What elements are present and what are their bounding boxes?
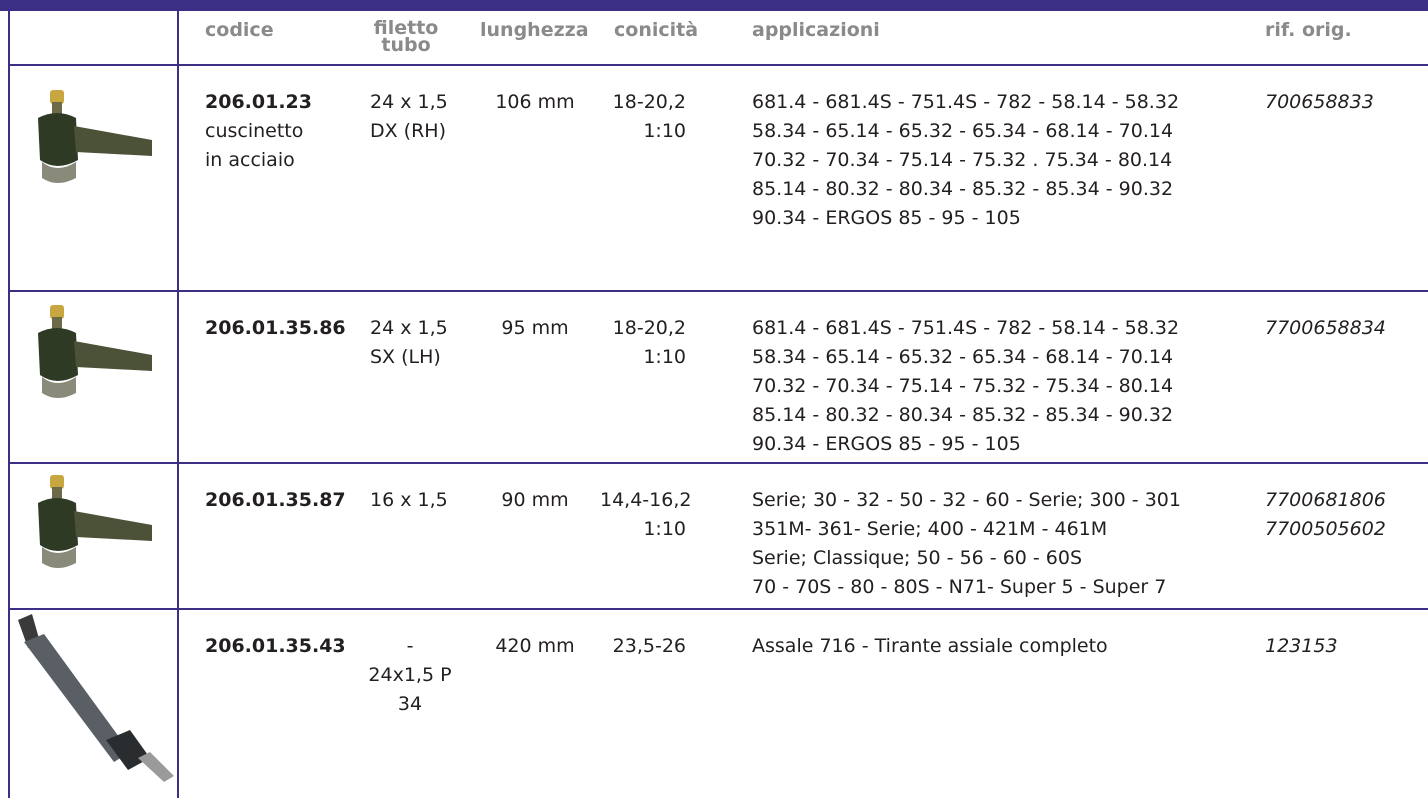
application: 351M- 361- Serie; 400 - 421M - 461M bbox=[752, 518, 1108, 540]
thread: DX (RH) bbox=[370, 120, 446, 142]
taper: 18-20,2 bbox=[612, 317, 686, 339]
part-image bbox=[38, 305, 152, 398]
thread: - bbox=[406, 635, 414, 657]
thread: 24 x 1,5 bbox=[370, 317, 448, 339]
taper: 18-20,2 bbox=[612, 91, 686, 113]
thread: SX (LH) bbox=[370, 346, 441, 368]
row-divider bbox=[8, 608, 1428, 610]
part-code: 206.01.35.86 bbox=[205, 317, 346, 339]
application: 70.32 - 70.34 - 75.14 - 75.32 - 75.34 - … bbox=[752, 375, 1174, 397]
part-image bbox=[38, 475, 152, 568]
application: 58.34 - 65.14 - 65.32 - 65.34 - 68.14 - … bbox=[752, 120, 1174, 142]
top-banner bbox=[0, 0, 1428, 11]
application: Serie; 30 - 32 - 50 - 32 - 60 - Serie; 3… bbox=[752, 489, 1181, 511]
part-image bbox=[38, 90, 152, 183]
application: 90.34 - ERGOS 85 - 95 - 105 bbox=[752, 207, 1021, 229]
application: 681.4 - 681.4S - 751.4S - 782 - 58.14 - … bbox=[752, 91, 1180, 113]
length: 95 mm bbox=[501, 317, 569, 339]
original-ref: 123153 bbox=[1265, 635, 1338, 657]
original-ref: 7700658834 bbox=[1265, 317, 1386, 339]
application: 70.32 - 70.34 - 75.14 - 75.32 . 75.34 - … bbox=[752, 149, 1173, 171]
thread: 24x1,5 P bbox=[368, 664, 452, 686]
application: Serie; Classique; 50 - 56 - 60 - 60S bbox=[752, 547, 1083, 569]
thread: 34 bbox=[397, 693, 423, 715]
part-code: 206.01.35.43 bbox=[205, 635, 346, 657]
row-divider bbox=[8, 462, 1428, 464]
part-image bbox=[18, 614, 174, 782]
application: 85.14 - 80.32 - 80.34 - 85.32 - 85.34 - … bbox=[752, 178, 1174, 200]
application: 90.34 - ERGOS 85 - 95 - 105 bbox=[752, 433, 1021, 455]
row-divider bbox=[8, 64, 1428, 66]
application: 681.4 - 681.4S - 751.4S - 782 - 58.14 - … bbox=[752, 317, 1180, 339]
application: Assale 716 - Tirante assiale completo bbox=[752, 635, 1108, 657]
length: 90 mm bbox=[501, 489, 569, 511]
length: 420 mm bbox=[495, 635, 575, 657]
taper: 14,4-16,2 bbox=[600, 489, 692, 511]
part-code: 206.01.23 bbox=[205, 91, 312, 113]
taper: 1:10 bbox=[643, 518, 686, 540]
original-ref: 700658833 bbox=[1265, 91, 1374, 113]
column-divider bbox=[177, 0, 179, 798]
thread: 24 x 1,5 bbox=[370, 91, 448, 113]
column-header: lunghezza bbox=[480, 19, 589, 41]
taper: 23,5-26 bbox=[612, 635, 686, 657]
column-header: rif. orig. bbox=[1265, 19, 1352, 41]
original-ref: 7700505602 bbox=[1265, 518, 1386, 540]
part-note: cuscinetto bbox=[205, 120, 304, 142]
length: 106 mm bbox=[495, 91, 575, 113]
application: 58.34 - 65.14 - 65.32 - 65.34 - 68.14 - … bbox=[752, 346, 1174, 368]
column-header: conicità bbox=[614, 19, 699, 41]
column-header: filetto tubo bbox=[373, 17, 439, 56]
left-border bbox=[8, 0, 10, 798]
original-ref: 7700681806 bbox=[1265, 489, 1386, 511]
application: 70 - 70S - 80 - 80S - N71- Super 5 - Sup… bbox=[752, 576, 1167, 598]
taper: 1:10 bbox=[643, 120, 686, 142]
application: 85.14 - 80.32 - 80.34 - 85.32 - 85.34 - … bbox=[752, 404, 1174, 426]
taper: 1:10 bbox=[643, 346, 686, 368]
thread: 16 x 1,5 bbox=[370, 489, 448, 511]
column-header: codice bbox=[205, 19, 274, 41]
part-note: in acciaio bbox=[205, 149, 295, 171]
part-code: 206.01.35.87 bbox=[205, 489, 346, 511]
row-divider bbox=[8, 290, 1428, 292]
column-header: applicazioni bbox=[752, 19, 880, 41]
